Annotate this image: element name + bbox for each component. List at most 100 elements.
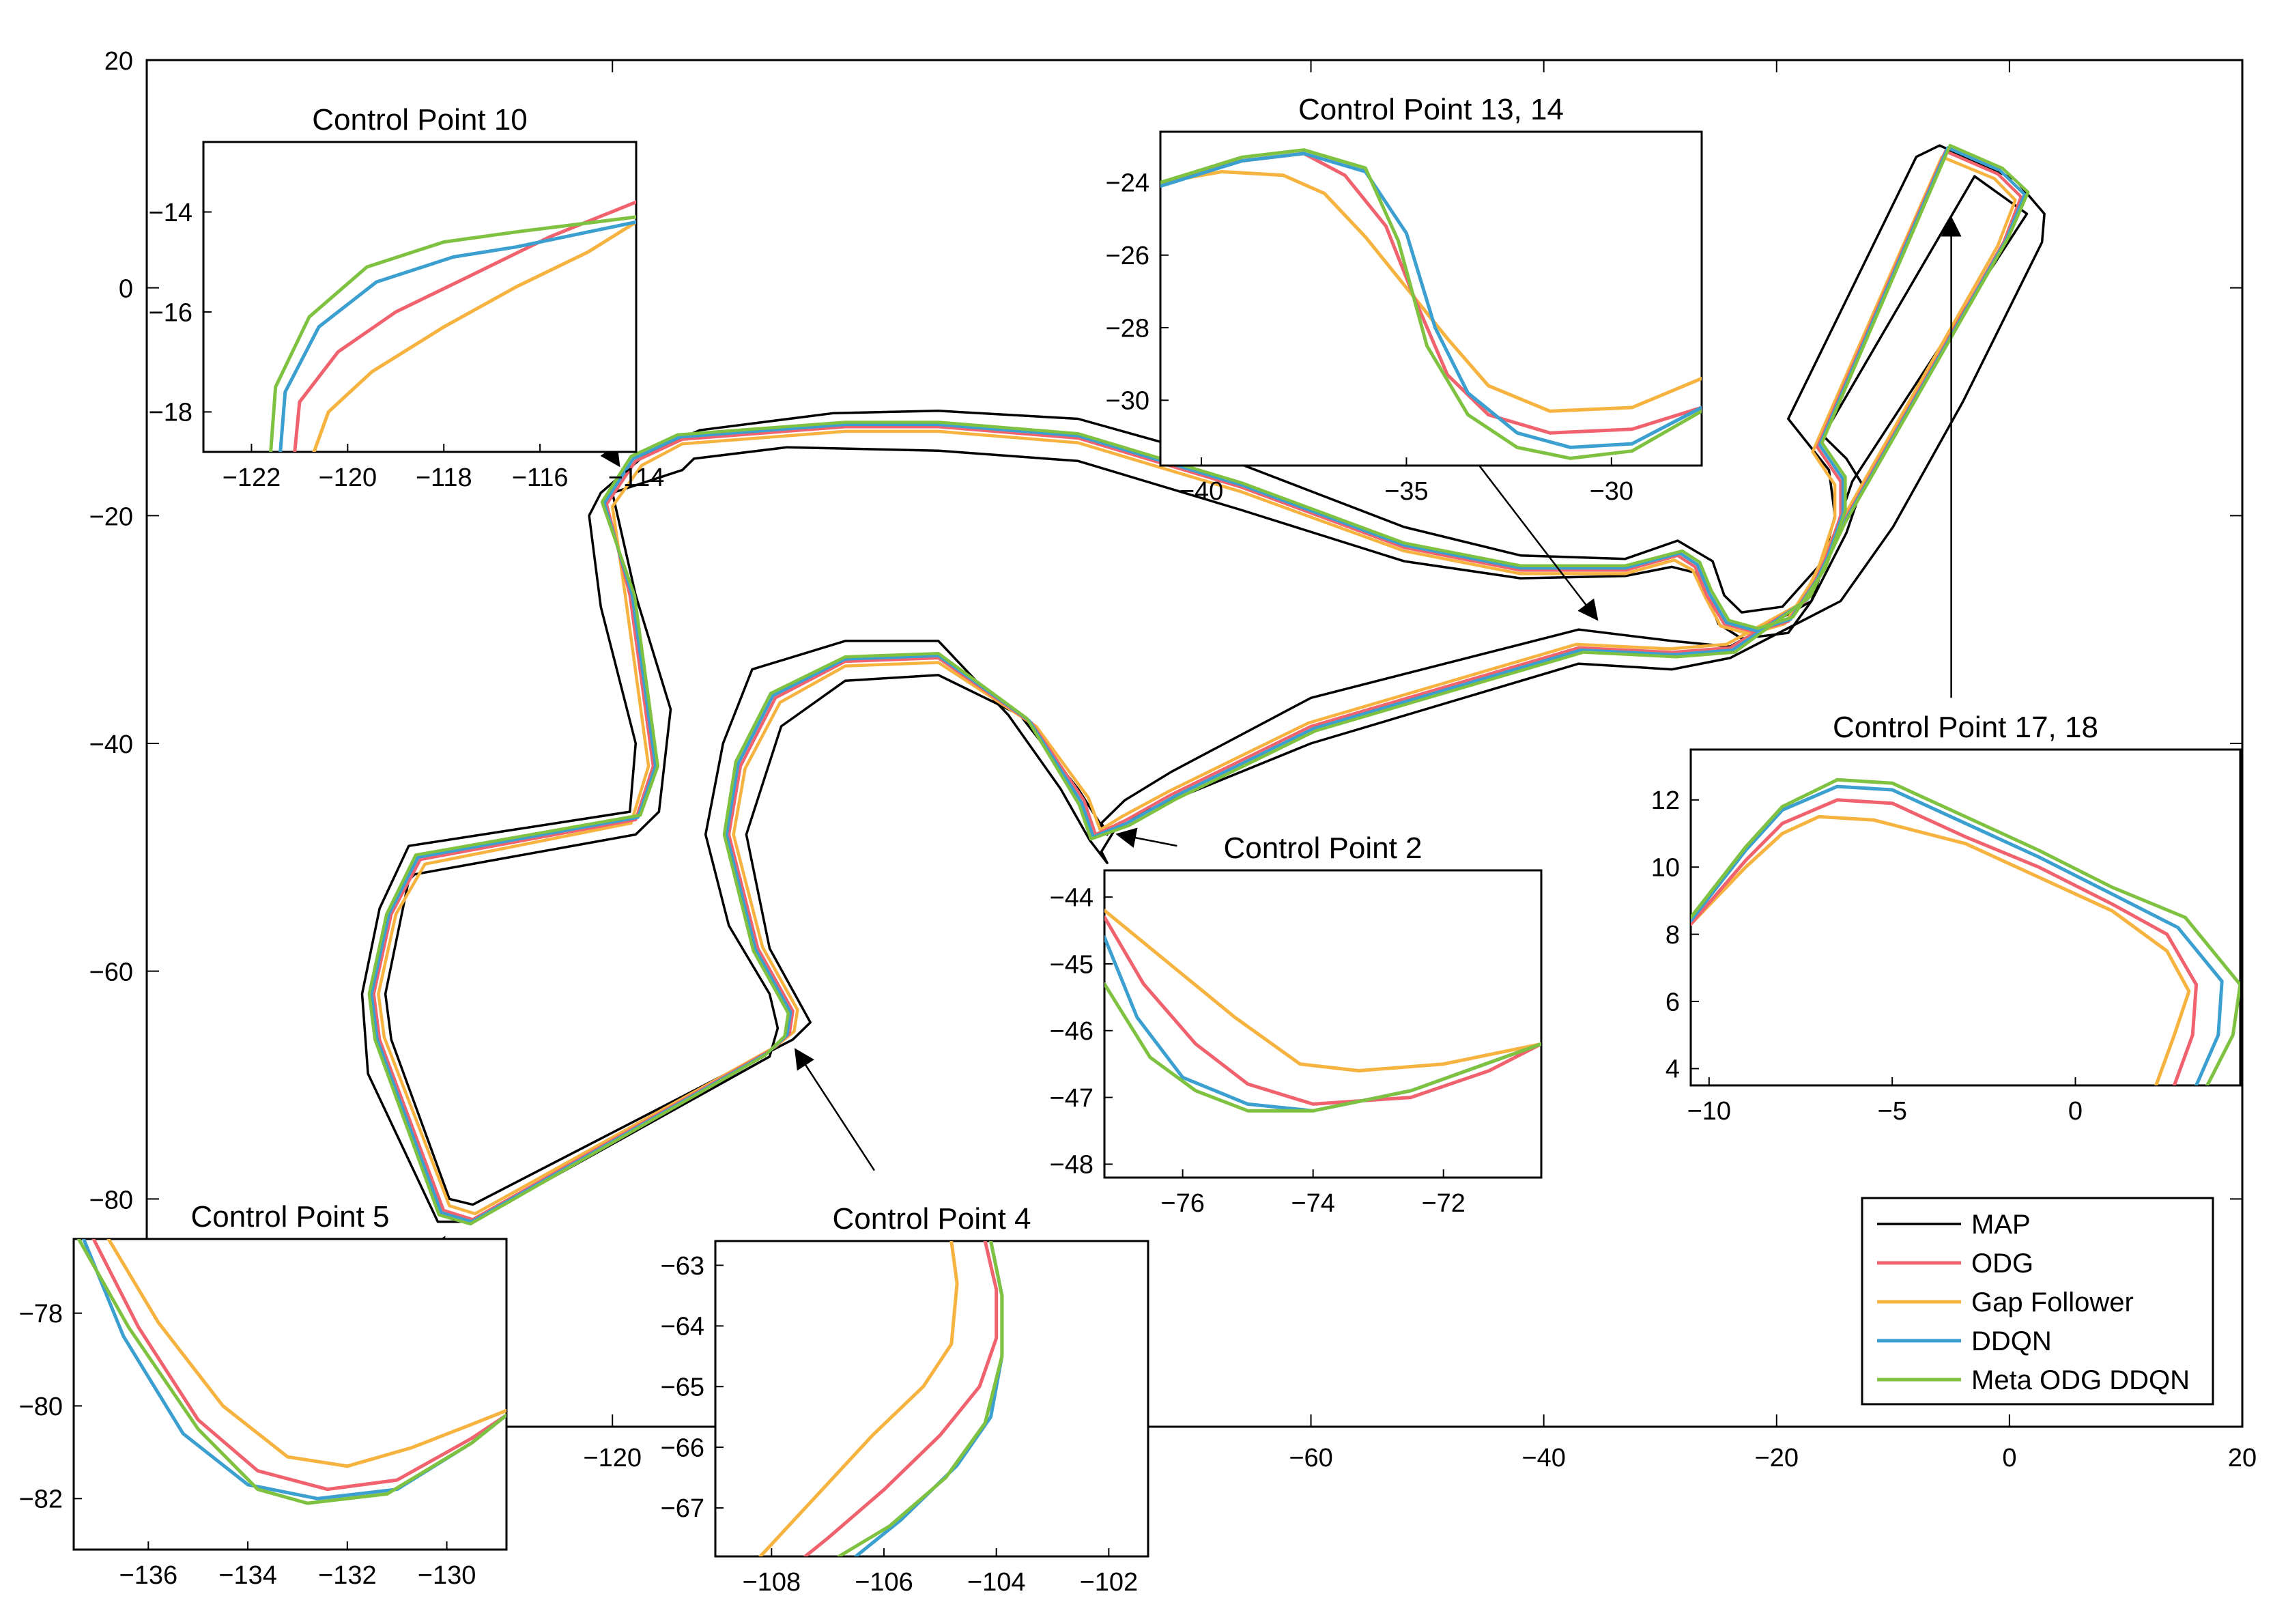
inset-cp4-frame xyxy=(714,1240,1149,1558)
inset-cp17-18-series-gap-follower xyxy=(1691,814,2191,1085)
inset-cp5-title: Control Point 5 xyxy=(190,1200,389,1234)
main-xtick-label: −60 xyxy=(1289,1444,1332,1472)
legend-label-meta-odg-ddqn: Meta ODG DDQN xyxy=(1971,1365,2190,1395)
inset-cp17-18-series-odg xyxy=(1691,798,2199,1085)
inset-cp13-14-ytick-label: −24 xyxy=(1106,169,1149,198)
inset-cp13-14-xtick-label: −30 xyxy=(1590,477,1633,506)
main-ytick-label: 20 xyxy=(104,47,133,76)
inset-cp17-18-lines xyxy=(1691,778,2240,1085)
main-xtick-label: −120 xyxy=(583,1444,642,1472)
inset-cp4-xtick-label: −104 xyxy=(967,1568,1026,1597)
inset-cp10-series-ddqn xyxy=(278,220,636,452)
inset-cp10-ytick-label: −18 xyxy=(149,399,192,427)
inset-cp5-ytick-label: −82 xyxy=(19,1485,63,1514)
inset-cp10-series-odg xyxy=(293,200,636,452)
inset-cp4-series-odg xyxy=(803,1241,999,1556)
inset-cp13-14-series-meta-odg-ddqn xyxy=(1160,148,1702,460)
inset-cp4-ytick-label: −64 xyxy=(661,1313,704,1341)
main-series-map-inner-boundary xyxy=(384,175,2029,1206)
inset-cp13-14-ytick-label: −30 xyxy=(1106,387,1149,416)
inset-cp13-14-lines xyxy=(1160,148,1702,460)
inset-cp13-14-ytick-label: −26 xyxy=(1106,242,1149,270)
inset-cp17-18-ytick-label: 10 xyxy=(1651,854,1680,883)
inset-cp17-18-ytick-label: 12 xyxy=(1651,786,1680,815)
inset-cp13-14-frame xyxy=(1159,130,1703,467)
inset-cp4-series-gap-follower xyxy=(758,1241,959,1556)
inset-cp17-18-xtick-label: 0 xyxy=(2068,1097,2083,1126)
inset-cp10-series-gap-follower xyxy=(312,220,636,452)
inset-cp2-xtick-label: −74 xyxy=(1291,1189,1334,1218)
inset-cp2-ytick-label: −45 xyxy=(1050,950,1093,979)
inset-cp2-xtick-label: −72 xyxy=(1421,1189,1465,1218)
inset-cp2-title: Control Point 2 xyxy=(1223,831,1422,865)
inset-cp2-series-meta-odg-ddqn xyxy=(1104,982,1541,1113)
inset-cp2-series-odg xyxy=(1104,915,1541,1106)
inset-cp5-xtick-label: −134 xyxy=(218,1561,277,1590)
inset-cp13-14-title: Control Point 13, 14 xyxy=(1298,93,1564,126)
inset-cp4-title: Control Point 4 xyxy=(832,1202,1031,1236)
main-series-map-outer-boundary xyxy=(360,144,2046,1223)
inset-cp5-xtick-label: −130 xyxy=(418,1561,476,1590)
inset-cp5-series-gap-follower xyxy=(106,1239,506,1468)
inset-cp2-xtick-label: −76 xyxy=(1160,1189,1204,1218)
inset-cp13-14-series-ddqn xyxy=(1160,152,1702,449)
inset-cp17-18-ytick-label: 4 xyxy=(1666,1055,1680,1084)
inset-cp5-series-meta-odg-ddqn xyxy=(76,1239,506,1505)
inset-cp4-lines xyxy=(758,1241,1004,1556)
inset-cp4-ytick-label: −66 xyxy=(661,1434,704,1462)
inset-cp17-18-xtick-label: −5 xyxy=(1878,1097,1907,1126)
legend-label-gap-follower: Gap Follower xyxy=(1971,1287,2134,1317)
legend: MAP ODG Gap Follower DDQN Meta ODG DDQN xyxy=(1861,1197,2214,1406)
inset-cp2-ytick-label: −47 xyxy=(1050,1084,1093,1113)
inset-cp17-18-ytick-label: 8 xyxy=(1666,921,1680,950)
inset-cp5-ytick-label: −80 xyxy=(19,1393,63,1421)
inset-cp5-lines xyxy=(76,1239,506,1505)
inset-cp10-xtick-label: −116 xyxy=(512,464,569,492)
inset-cp13-14-series-gap-follower xyxy=(1160,170,1702,413)
inset-cp5-series-odg xyxy=(91,1239,506,1492)
inset-cp2-ytick-label: −44 xyxy=(1050,883,1093,912)
main-xtick-label: −40 xyxy=(1521,1444,1565,1472)
inset-cp10-xtick-label: −114 xyxy=(608,464,665,492)
inset-cp10-title: Control Point 10 xyxy=(312,103,528,137)
inset-cp17-18-xtick-label: −10 xyxy=(1687,1097,1731,1126)
arrow-control-point-4 xyxy=(794,1048,876,1171)
main-ytick-label: 0 xyxy=(119,275,133,304)
inset-cp4-ytick-label: −67 xyxy=(661,1494,704,1523)
inset-cp4-xtick-label: −102 xyxy=(1080,1568,1139,1597)
legend-label-map: MAP xyxy=(1971,1210,2031,1240)
inset-cp4-ytick-label: −63 xyxy=(661,1252,704,1281)
inset-cp5-ytick-label: −78 xyxy=(19,1300,63,1328)
inset-cp2: −76 −74 −72 −44 −45 −46 −47 −48 Control Point 2 xyxy=(1050,831,1543,1218)
inset-cp10-ytick-label: −14 xyxy=(149,199,192,227)
main-ytick-label: −60 xyxy=(89,958,133,987)
inset-cp10-frame xyxy=(202,141,638,453)
inset-cp2-ytick-label: −48 xyxy=(1050,1151,1093,1180)
inset-cp5-frame xyxy=(72,1238,508,1551)
inset-cp10-xtick-label: −118 xyxy=(416,464,472,492)
inset-cp10-ytick-label: −16 xyxy=(149,298,192,327)
inset-cp2-ytick-label: −46 xyxy=(1050,1017,1093,1046)
inset-cp5: −136 −134 −132 −130 −78 −80 −82 Control Point 5 xyxy=(19,1200,508,1590)
inset-cp13-14-ytick-label: −28 xyxy=(1106,314,1149,343)
main-series-ddqn xyxy=(369,146,2027,1223)
arrow-control-point-13-14 xyxy=(1473,458,1599,621)
arrow-control-point-2 xyxy=(1115,827,1177,848)
inset-cp4-series-meta-odg-ddqn xyxy=(837,1241,1004,1556)
inset-cp5-xtick-label: −132 xyxy=(318,1561,377,1590)
inset-cp17-18-title: Control Point 17, 18 xyxy=(1833,711,2098,744)
inset-cp10: −122 −120 −118 −116 −114 −14 −16 −18 Control Poi… xyxy=(149,103,665,492)
inset-cp2-lines xyxy=(1104,909,1541,1113)
inset-cp17-18-series-ddqn xyxy=(1691,784,2224,1085)
main-ytick-label: −80 xyxy=(89,1186,133,1214)
inset-cp4: −108 −106 −104 −102 −63 −64 −65 −66 −67 Control P… xyxy=(661,1202,1149,1597)
legend-label-odg: ODG xyxy=(1971,1249,2033,1279)
main-ytick-label: −20 xyxy=(89,502,133,531)
inset-cp10-xtick-label: −120 xyxy=(319,464,377,492)
main-xtick-label: 0 xyxy=(2002,1444,2016,1472)
inset-cp4-xtick-label: −106 xyxy=(855,1568,913,1597)
inset-cp2-series-gap-follower xyxy=(1104,909,1541,1072)
inset-cp10-xtick-label: −122 xyxy=(223,464,281,492)
inset-cp10-series-meta-odg-ddqn xyxy=(269,215,636,452)
